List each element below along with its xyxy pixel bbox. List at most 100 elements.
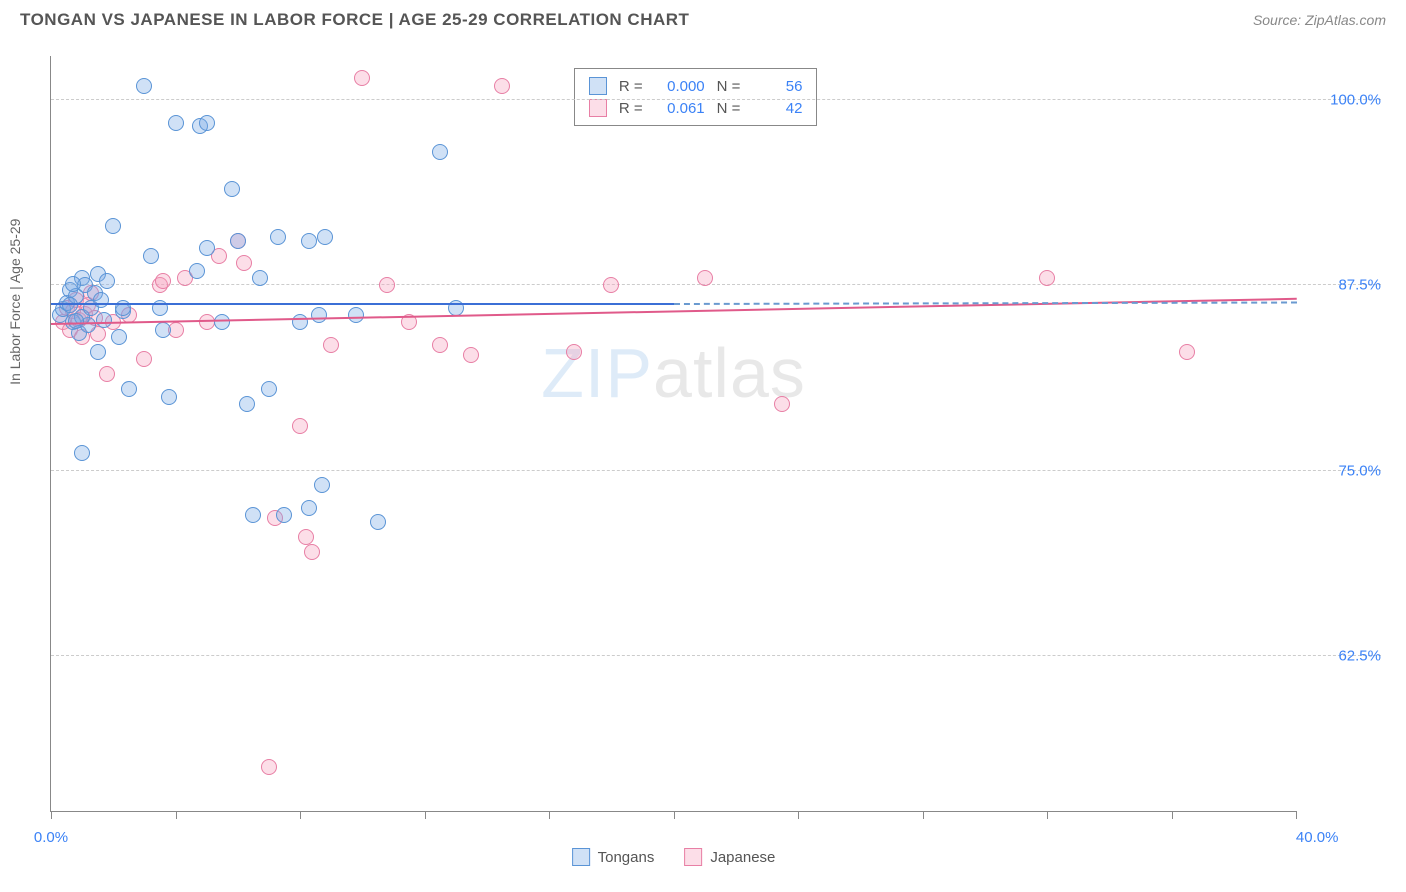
scatter-point (155, 273, 171, 289)
r-value-tongans: 0.000 (655, 78, 705, 95)
x-tick (923, 811, 924, 819)
x-tick-label-start: 0.0% (34, 829, 68, 846)
scatter-point (494, 78, 510, 94)
y-tick-label: 62.5% (1306, 647, 1381, 664)
scatter-point (62, 297, 78, 313)
scatter-point (314, 477, 330, 493)
x-tick (425, 811, 426, 819)
gridline-h (51, 655, 1381, 656)
scatter-point (96, 312, 112, 328)
scatter-point (136, 78, 152, 94)
r-value-japanese: 0.061 (655, 100, 705, 117)
legend-item-tongans: Tongans (572, 848, 655, 866)
scatter-point (566, 344, 582, 360)
scatter-point (111, 329, 127, 345)
x-tick (549, 811, 550, 819)
scatter-point (311, 307, 327, 323)
scatter-point (65, 276, 81, 292)
n-value-tongans: 56 (752, 78, 802, 95)
scatter-point (99, 273, 115, 289)
y-tick-label: 87.5% (1306, 277, 1381, 294)
scatter-point (354, 70, 370, 86)
legend-label-japanese: Japanese (710, 849, 775, 866)
scatter-point (697, 270, 713, 286)
y-tick-label: 75.0% (1306, 462, 1381, 479)
scatter-point (252, 270, 268, 286)
swatch-japanese (684, 848, 702, 866)
x-tick (176, 811, 177, 819)
trend-line-dashed (673, 301, 1296, 304)
x-tick (674, 811, 675, 819)
scatter-point (432, 144, 448, 160)
chart-container: In Labor Force | Age 25-29 ZIPatlas R = … (20, 48, 1386, 872)
x-tick (1296, 811, 1297, 819)
scatter-point (463, 347, 479, 363)
x-tick-label-end: 40.0% (1296, 829, 1339, 846)
scatter-point (1179, 344, 1195, 360)
n-label: N = (717, 100, 741, 117)
scatter-point (136, 351, 152, 367)
scatter-point (199, 115, 215, 131)
scatter-point (432, 337, 448, 353)
scatter-point (90, 344, 106, 360)
scatter-point (189, 263, 205, 279)
swatch-japanese (589, 99, 607, 117)
y-tick-label: 100.0% (1306, 92, 1381, 109)
watermark: ZIPatlas (541, 333, 806, 413)
x-tick (1047, 811, 1048, 819)
gridline-h (51, 284, 1381, 285)
scatter-point (93, 292, 109, 308)
scatter-point (168, 115, 184, 131)
scatter-point (304, 544, 320, 560)
legend-item-japanese: Japanese (684, 848, 775, 866)
scatter-point (121, 381, 137, 397)
source-label: Source: ZipAtlas.com (1253, 12, 1386, 28)
x-tick (1172, 811, 1173, 819)
scatter-point (99, 366, 115, 382)
scatter-point (301, 233, 317, 249)
scatter-point (301, 500, 317, 516)
plot-area: ZIPatlas R = 0.000 N = 56 R = 0.061 N = … (50, 56, 1296, 812)
x-tick (51, 811, 52, 819)
scatter-point (379, 277, 395, 293)
scatter-point (370, 514, 386, 530)
r-label: R = (619, 100, 643, 117)
scatter-point (774, 396, 790, 412)
scatter-point (214, 314, 230, 330)
scatter-point (245, 507, 261, 523)
scatter-point (199, 240, 215, 256)
scatter-point (236, 255, 252, 271)
scatter-point (74, 445, 90, 461)
legend-label-tongans: Tongans (598, 849, 655, 866)
stats-legend: R = 0.000 N = 56 R = 0.061 N = 42 (574, 68, 818, 126)
scatter-point (199, 314, 215, 330)
scatter-point (224, 181, 240, 197)
gridline-h (51, 470, 1381, 471)
scatter-point (239, 396, 255, 412)
stats-row-tongans: R = 0.000 N = 56 (589, 75, 803, 97)
trend-line (51, 303, 674, 305)
scatter-point (261, 759, 277, 775)
bottom-legend: Tongans Japanese (572, 848, 776, 866)
scatter-point (270, 229, 286, 245)
watermark-zip: ZIP (541, 334, 653, 412)
scatter-point (298, 529, 314, 545)
scatter-point (261, 381, 277, 397)
scatter-point (317, 229, 333, 245)
scatter-point (161, 389, 177, 405)
x-tick (798, 811, 799, 819)
n-value-japanese: 42 (752, 100, 802, 117)
x-tick (300, 811, 301, 819)
scatter-point (323, 337, 339, 353)
scatter-point (276, 507, 292, 523)
n-label: N = (717, 78, 741, 95)
scatter-point (143, 248, 159, 264)
chart-title: TONGAN VS JAPANESE IN LABOR FORCE | AGE … (20, 10, 689, 30)
scatter-point (603, 277, 619, 293)
scatter-point (68, 313, 84, 329)
scatter-point (348, 307, 364, 323)
swatch-tongans (572, 848, 590, 866)
scatter-point (155, 322, 171, 338)
scatter-point (1039, 270, 1055, 286)
gridline-h (51, 99, 1381, 100)
